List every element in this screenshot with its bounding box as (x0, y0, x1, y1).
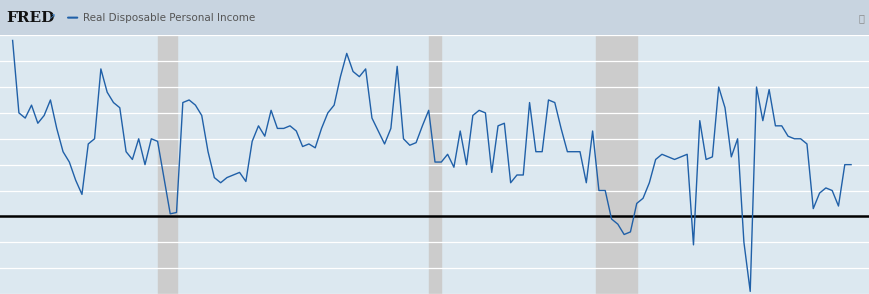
Bar (428, 35, 441, 294)
Bar (596, 35, 636, 294)
Text: ⛶: ⛶ (857, 13, 863, 23)
Text: ↗: ↗ (49, 12, 56, 21)
Text: FRED: FRED (6, 11, 55, 25)
Bar (157, 35, 176, 294)
Text: Real Disposable Personal Income: Real Disposable Personal Income (83, 13, 255, 23)
